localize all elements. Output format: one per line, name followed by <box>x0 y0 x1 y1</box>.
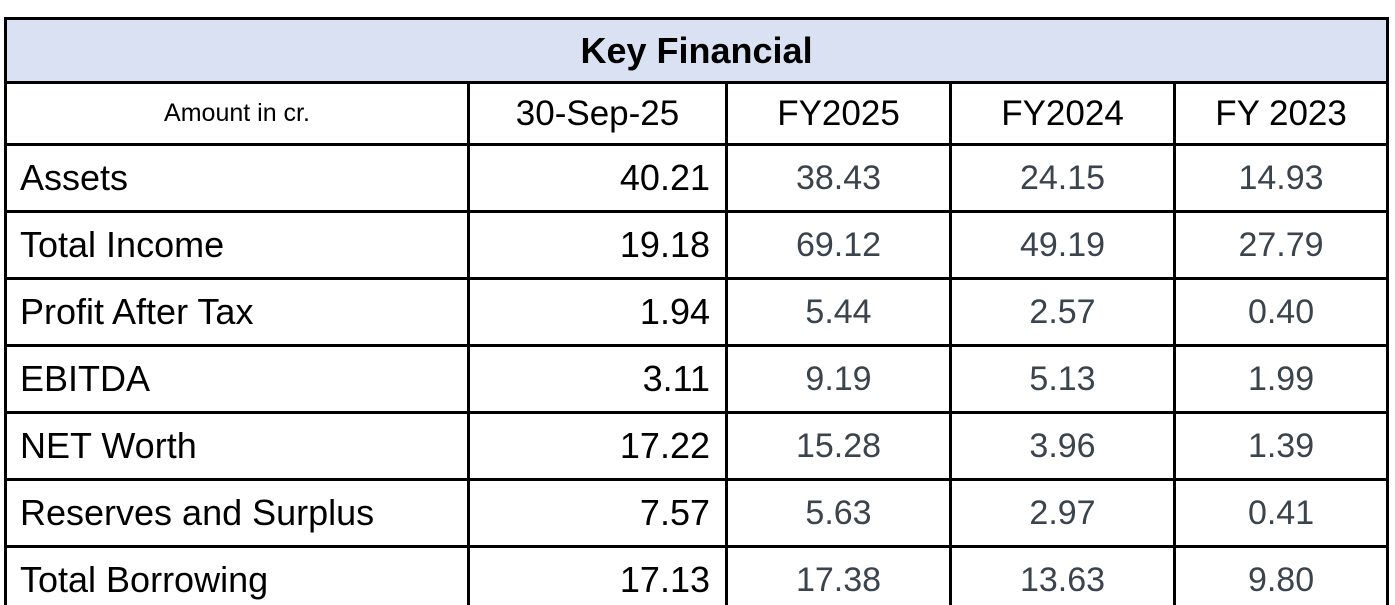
cell-value: 3.11 <box>467 344 728 414</box>
row-label: Reserves and Surplus <box>4 478 470 548</box>
cell-value: 24.15 <box>949 143 1176 213</box>
column-header-fy2023: FY 2023 <box>1172 81 1390 146</box>
key-financial-table: Key Financial Amount in cr. 30-Sep-25 FY… <box>3 17 1390 605</box>
table-row-ebitda: EBITDA 3.11 9.19 5.13 1.99 <box>4 344 1390 414</box>
table-row-net-worth: NET Worth 17.22 15.28 3.96 1.39 <box>4 411 1390 481</box>
cell-value: 13.63 <box>949 545 1176 605</box>
cell-value: 9.19 <box>725 344 952 414</box>
cell-value: 49.19 <box>949 210 1176 280</box>
row-label: Total Borrowing <box>4 545 470 605</box>
table-row-reserves-and-surplus: Reserves and Surplus 7.57 5.63 2.97 0.41 <box>4 478 1390 548</box>
table-row-total-income: Total Income 19.18 69.12 49.19 27.79 <box>4 210 1390 280</box>
row-label: Profit After Tax <box>4 277 470 347</box>
cell-value: 3.96 <box>949 411 1176 481</box>
table-row-assets: Assets 40.21 38.43 24.15 14.93 <box>4 143 1390 213</box>
cell-value: 2.57 <box>949 277 1176 347</box>
row-label: Assets <box>4 143 470 213</box>
row-label: NET Worth <box>4 411 470 481</box>
cell-value: 5.44 <box>725 277 952 347</box>
cell-value: 5.63 <box>725 478 952 548</box>
row-label: Total Income <box>4 210 470 280</box>
cell-value: 0.41 <box>1172 478 1390 548</box>
unit-note-cell: Amount in cr. <box>4 81 470 146</box>
cell-value: 5.13 <box>949 344 1176 414</box>
table-row-profit-after-tax: Profit After Tax 1.94 5.44 2.57 0.40 <box>4 277 1390 347</box>
row-label: EBITDA <box>4 344 470 414</box>
cell-value: 14.93 <box>1172 143 1390 213</box>
column-header-fy2024: FY2024 <box>949 81 1176 146</box>
cell-value: 40.21 <box>467 143 728 213</box>
table-title: Key Financial <box>3 17 1390 84</box>
cell-value: 2.97 <box>949 478 1176 548</box>
cell-value: 0.40 <box>1172 277 1390 347</box>
cell-value: 17.38 <box>725 545 952 605</box>
cell-value: 69.12 <box>725 210 952 280</box>
cell-value: 9.80 <box>1172 545 1390 605</box>
column-header-fy2025: FY2025 <box>725 81 952 146</box>
table-header-row: Amount in cr. 30-Sep-25 FY2025 FY2024 FY… <box>4 81 1390 146</box>
cell-value: 17.22 <box>467 411 728 481</box>
cell-value: 1.99 <box>1172 344 1390 414</box>
cell-value: 17.13 <box>467 545 728 605</box>
cell-value: 38.43 <box>725 143 952 213</box>
cell-value: 1.39 <box>1172 411 1390 481</box>
cell-value: 27.79 <box>1172 210 1390 280</box>
table-title-row: Key Financial <box>3 17 1390 84</box>
column-header-30-sep-25: 30-Sep-25 <box>467 81 728 146</box>
table-row-total-borrowing: Total Borrowing 17.13 17.38 13.63 9.80 <box>4 545 1390 605</box>
cell-value: 19.18 <box>467 210 728 280</box>
cell-value: 7.57 <box>467 478 728 548</box>
cell-value: 1.94 <box>467 277 728 347</box>
cell-value: 15.28 <box>725 411 952 481</box>
